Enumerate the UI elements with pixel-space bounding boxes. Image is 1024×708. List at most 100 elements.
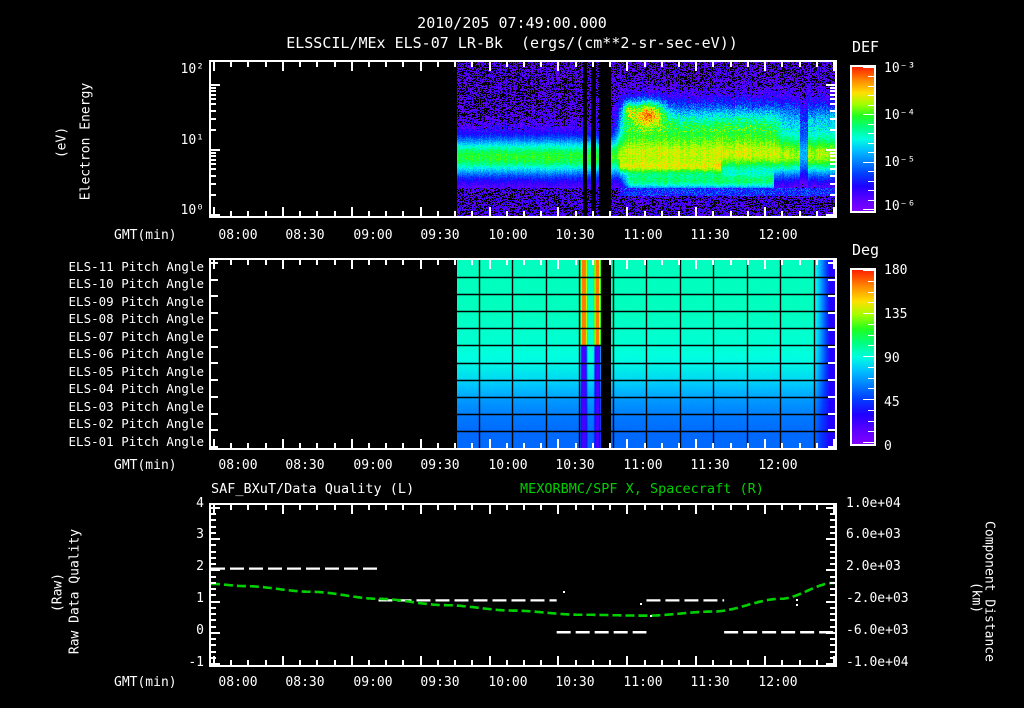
axis-tick — [798, 211, 801, 216]
axis-tick — [211, 525, 216, 528]
axis-tick — [828, 312, 835, 315]
panel3-title-right: MEXORBMC/SPF X, Spacecraft (R) — [520, 481, 764, 497]
axis-tick — [712, 260, 715, 265]
axis-tick — [764, 207, 767, 216]
axis-tick — [211, 550, 216, 553]
axis-tick — [299, 62, 302, 67]
axis-tick — [815, 660, 818, 665]
axis-tick — [213, 260, 215, 269]
axis-tick — [247, 660, 250, 665]
panel2-xtick-8: 12:00 — [758, 458, 798, 473]
axis-tick — [264, 62, 267, 67]
electron-energy-spectrogram[interactable] — [209, 60, 837, 218]
axis-tick — [264, 505, 267, 510]
axis-tick — [609, 211, 612, 216]
axis-tick — [488, 656, 491, 665]
axis-tick — [626, 439, 629, 448]
axis-tick — [230, 62, 233, 67]
axis-tick — [712, 62, 715, 67]
axis-tick — [830, 519, 835, 522]
axis-tick — [678, 62, 680, 67]
axis-tick — [828, 429, 835, 432]
axis-tick — [781, 211, 784, 216]
axis-tick — [211, 89, 216, 92]
axis-tick — [798, 660, 801, 665]
axis-tick — [609, 660, 612, 665]
axis-tick — [211, 328, 218, 331]
axis-tick — [281, 260, 284, 269]
panel3-ytick-right-2: 2.0e+03 — [846, 559, 901, 574]
axis-tick — [385, 660, 388, 665]
axis-tick — [299, 505, 302, 510]
panel2-xtick-2: 09:00 — [353, 458, 393, 473]
def-colorbar[interactable] — [850, 65, 876, 213]
panel1-y-axis-title-unit-box: (eV) — [12, 115, 112, 175]
axis-tick — [695, 260, 698, 269]
spectrogram-canvas — [211, 62, 835, 216]
data-quality-panel[interactable] — [209, 503, 837, 667]
axis-tick — [211, 619, 216, 622]
axis-tick — [454, 260, 457, 265]
axis-tick — [505, 443, 508, 448]
pitch-row-label-els-09: ELS-09 Pitch Angle — [68, 294, 204, 309]
axis-tick — [643, 211, 646, 216]
axis-tick — [211, 613, 216, 616]
axis-tick — [419, 656, 422, 665]
axis-tick — [488, 439, 491, 448]
axis-tick — [828, 395, 835, 398]
def-colorbar-label-1: 10⁻⁴ — [884, 108, 916, 123]
axis-tick — [815, 505, 818, 510]
axis-tick — [830, 594, 835, 597]
panel3-xtick-6: 11:00 — [623, 675, 663, 690]
axis-tick — [764, 260, 767, 269]
axis-tick — [316, 505, 319, 510]
axis-tick — [211, 312, 218, 315]
pitch-angle-panel[interactable] — [209, 258, 837, 450]
axis-tick — [830, 638, 835, 641]
panel1-ytick-1: 10¹ — [180, 133, 204, 148]
panel3-ytick-left-3: 1 — [196, 591, 204, 606]
axis-tick — [211, 631, 220, 634]
axis-tick — [247, 211, 250, 216]
panel1-y-axis-title-line2: (eV) — [54, 126, 70, 159]
axis-tick — [557, 62, 560, 71]
axis-tick — [540, 505, 543, 510]
axis-tick — [557, 260, 560, 269]
axis-tick — [815, 62, 818, 67]
axis-tick — [729, 660, 732, 665]
panel3-y-right-unit: (km) — [926, 570, 1024, 630]
axis-tick — [815, 260, 818, 265]
def-colorbar-label-0: 10⁻³ — [884, 61, 916, 76]
axis-tick — [299, 211, 302, 216]
panel3-xtick-4: 10:00 — [488, 675, 528, 690]
pitch-angle-canvas — [211, 260, 835, 448]
panel3-xtick-0: 08:00 — [218, 675, 258, 690]
panel3-ytick-right-3: -2.0e+03 — [846, 591, 909, 606]
axis-tick — [211, 581, 216, 584]
axis-tick — [523, 505, 525, 510]
axis-tick — [211, 345, 218, 348]
axis-tick — [523, 211, 525, 216]
axis-tick — [385, 211, 388, 216]
axis-tick — [781, 443, 784, 448]
axis-tick — [211, 155, 216, 158]
axis-tick — [830, 129, 835, 132]
axis-tick — [454, 211, 457, 216]
axis-tick — [695, 439, 698, 448]
deg-colorbar[interactable] — [850, 268, 876, 446]
axis-tick — [211, 295, 218, 298]
axis-tick — [591, 211, 594, 216]
axis-tick — [764, 505, 767, 514]
axis-tick — [436, 443, 439, 448]
axis-tick — [830, 117, 835, 120]
axis-tick — [368, 62, 370, 67]
axis-tick — [505, 505, 508, 510]
panel1-xtick-3: 09:30 — [420, 228, 460, 243]
axis-tick — [333, 505, 336, 510]
axis-tick — [830, 650, 835, 653]
axis-tick — [828, 262, 835, 264]
data-quality-canvas — [211, 505, 835, 665]
axis-tick — [211, 625, 216, 628]
axis-tick — [230, 660, 233, 665]
axis-tick — [574, 211, 577, 216]
